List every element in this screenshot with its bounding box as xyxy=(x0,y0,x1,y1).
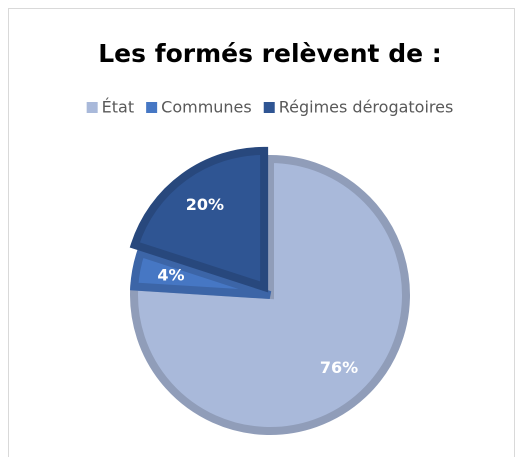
legend-swatch xyxy=(263,102,275,113)
chart-title: Les formés relèvent de : xyxy=(98,39,442,68)
legend-swatch xyxy=(86,102,98,113)
legend-label: État xyxy=(102,98,134,117)
pie-slice xyxy=(130,247,272,299)
legend-label: Régimes dérogatoires xyxy=(279,98,454,117)
data-label: 4% xyxy=(157,266,184,285)
legend-swatch xyxy=(146,102,158,113)
data-label: 76% xyxy=(320,358,358,377)
legend-label: Communes xyxy=(161,98,252,117)
data-label: 20% xyxy=(186,195,224,214)
pie-slice xyxy=(129,146,269,293)
